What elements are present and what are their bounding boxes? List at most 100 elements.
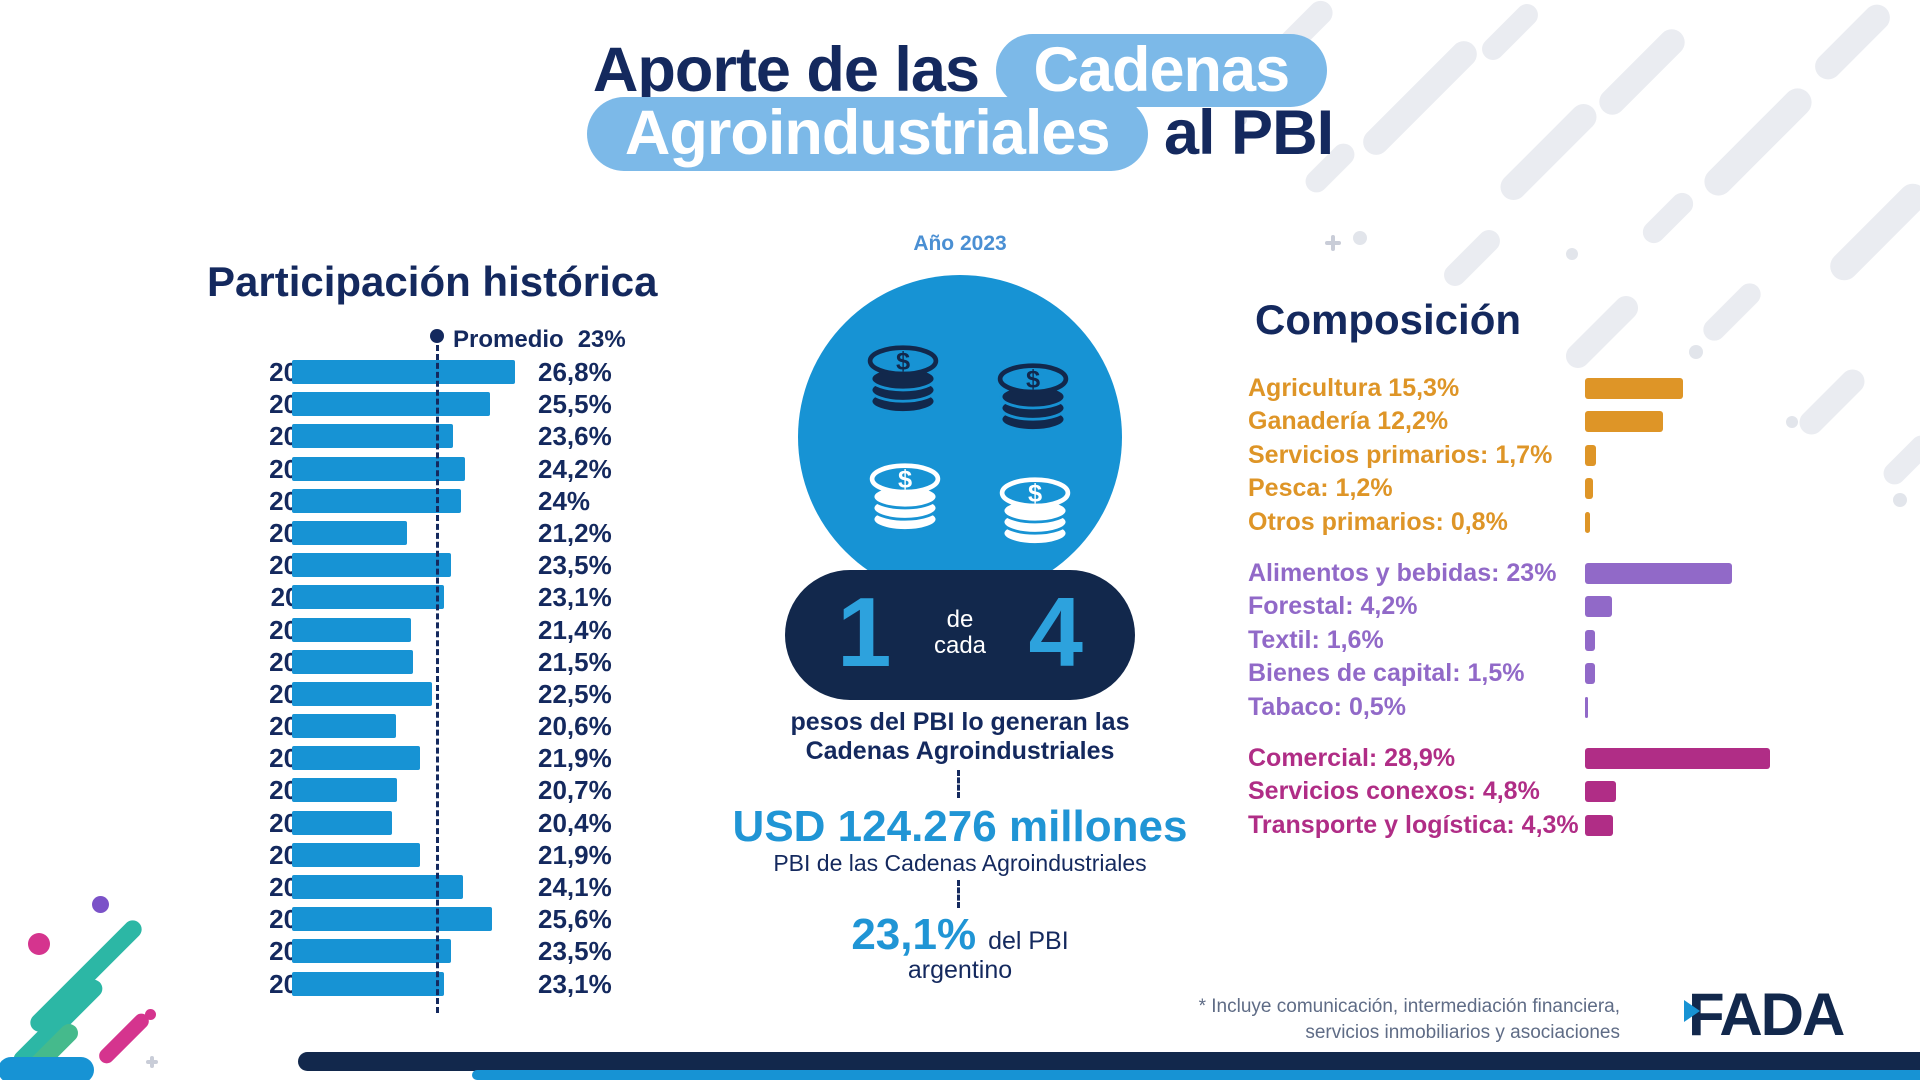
usd-value: USD 124.276 millones (732, 802, 1188, 851)
historical-row: 201520,6% (215, 710, 775, 742)
year-value: 21,9% (538, 743, 612, 774)
composition-row: Comercial: 28,9% (1248, 742, 1888, 775)
year-value: 26,8% (538, 357, 612, 387)
composition-label: Agricultura 15,3% (1248, 374, 1460, 402)
composition-bar (1585, 562, 1732, 584)
ratio-caption: pesos del PBI lo generan las Cadenas Agr… (660, 708, 1260, 765)
coin-stack-icon: $ (869, 463, 941, 532)
composition-label: Alimentos y bebidas: 23% (1248, 558, 1557, 587)
composition-row: Bienes de capital: 1,5% (1248, 657, 1888, 690)
composition-row: Textil: 1,6% (1248, 624, 1888, 657)
historical-row: 200921,2% (215, 517, 775, 549)
coins-circle: $ $ $ $ (798, 275, 1122, 599)
composition-row: Ganadería 12,2% (1248, 405, 1888, 438)
year-value: 21,9% (538, 839, 612, 870)
ratio-numerator: 1 (837, 577, 892, 687)
decoration-capsule (1698, 278, 1766, 346)
year-value: 23,1% (538, 582, 612, 613)
composition-bar (1585, 378, 1683, 399)
composition-row: Agricultura 15,3% (1248, 372, 1888, 405)
year-value: 20,7% (538, 775, 612, 806)
pbi-share-line: 23,1% del PBI (660, 910, 1260, 960)
year-value: 21,2% (538, 517, 612, 548)
svg-text:$: $ (1028, 479, 1042, 507)
year-value: 25,6% (538, 904, 612, 935)
decoration-dot (1566, 248, 1578, 260)
ratio-caption-line1: pesos del PBI lo generan las (790, 708, 1130, 736)
composition-label: Forestal: 4,2% (1248, 592, 1418, 621)
decoration-dot (28, 933, 50, 955)
year-bar (292, 681, 432, 706)
year-bar (292, 971, 444, 996)
ratio-mid-line1: de (946, 605, 974, 633)
historical-row: 200525,5% (215, 388, 775, 420)
composition-row: Forestal: 4,2% (1248, 590, 1888, 623)
historical-row: 201921,9% (215, 839, 775, 871)
composition-label: Bienes de capital: 1,5% (1248, 659, 1525, 688)
year-bar (292, 746, 420, 771)
year-bar (292, 617, 411, 642)
historical-row: 201422,5% (215, 678, 775, 710)
year-bar (292, 360, 515, 384)
logo-accent-icon (1684, 1000, 1700, 1022)
coin-stack-icon: $ (997, 363, 1069, 432)
year-value: 23,1% (538, 968, 612, 999)
ratio-caption-line2: Cadenas Agroindustriales (805, 736, 1115, 765)
svg-text:$: $ (896, 347, 910, 375)
composition-bar (1585, 629, 1595, 651)
historical-row: 201123,1% (215, 581, 775, 613)
average-value: 23% (577, 326, 626, 353)
composition-group-industrial: Alimentos y bebidas: 23% Forestal: 4,2% Te… (1248, 557, 1888, 724)
year-bar (292, 842, 420, 867)
title-line2: Agroindustriales al PBI (0, 97, 1920, 171)
decoration-capsule (96, 1010, 152, 1066)
decoration-dot (1893, 493, 1907, 507)
composition-bar (1585, 444, 1596, 466)
footnote: * Incluye comunicación, intermediación f… (1150, 994, 1620, 1045)
composition-label: Tabaco: 0,5% (1248, 692, 1406, 721)
composition-bar (1585, 478, 1593, 500)
average-dashed-line (436, 345, 439, 1013)
historical-row: 200724,2% (215, 453, 775, 485)
composition-row: Alimentos y bebidas: 23% (1248, 557, 1888, 590)
pbi-caption-inline: del PBI (988, 927, 1069, 955)
year-value: 21,4% (538, 614, 612, 645)
historical-row: 201621,9% (215, 742, 775, 774)
composition-label: Otros primarios: 0,8% (1248, 507, 1508, 536)
composition-label: Comercial: 28,9% (1248, 743, 1456, 772)
composition-label: Servicios primarios: 1,7% (1248, 440, 1553, 469)
svg-text:$: $ (1026, 365, 1040, 393)
decoration-plus-icon (146, 1056, 158, 1068)
year-bar (292, 939, 451, 964)
historical-row: 201023,5% (215, 549, 775, 581)
composition-row: Servicios conexos: 4,8% (1248, 775, 1888, 808)
historical-row: 201321,5% (215, 646, 775, 678)
average-dot-icon (430, 329, 444, 343)
year-bar (292, 649, 413, 674)
connector-dashed-line (957, 770, 960, 798)
year-bar (292, 875, 463, 899)
year-value: 20,4% (538, 807, 612, 838)
logo-text: FADA (1688, 981, 1845, 1048)
historical-row: 201820,4% (215, 807, 775, 839)
year-bar (292, 778, 397, 803)
ratio-pill: 1 de cada 4 (785, 570, 1135, 700)
historical-bar-chart: 200426,8%200525,5%200623,6%200724,2%2008… (215, 356, 775, 1000)
composition-label: Textil: 1,6% (1248, 625, 1384, 654)
historical-row: 200623,6% (215, 420, 775, 452)
fada-logo: FADA (1684, 980, 1845, 1049)
composition-group-servicios: Comercial: 28,9% Servicios conexos: 4,8% T… (1248, 742, 1888, 842)
composition-label: Pesca: 1,2% (1248, 474, 1393, 503)
title-line1-plain: Aporte de las (592, 35, 980, 105)
composition-bar (1585, 696, 1588, 718)
composition-row: Otros primarios: 0,8% (1248, 506, 1888, 539)
year-bar (292, 456, 465, 481)
year-value: 23,5% (538, 550, 612, 581)
composition-bar (1585, 781, 1616, 803)
composition-bar (1585, 663, 1595, 685)
coin-stack-icon: $ (999, 477, 1071, 546)
decoration-dot (1786, 416, 1798, 428)
coin-stack-icon: $ (867, 345, 939, 414)
composition-row: Servicios primarios: 1,7% (1248, 439, 1888, 472)
year-value: 21,5% (538, 646, 612, 677)
